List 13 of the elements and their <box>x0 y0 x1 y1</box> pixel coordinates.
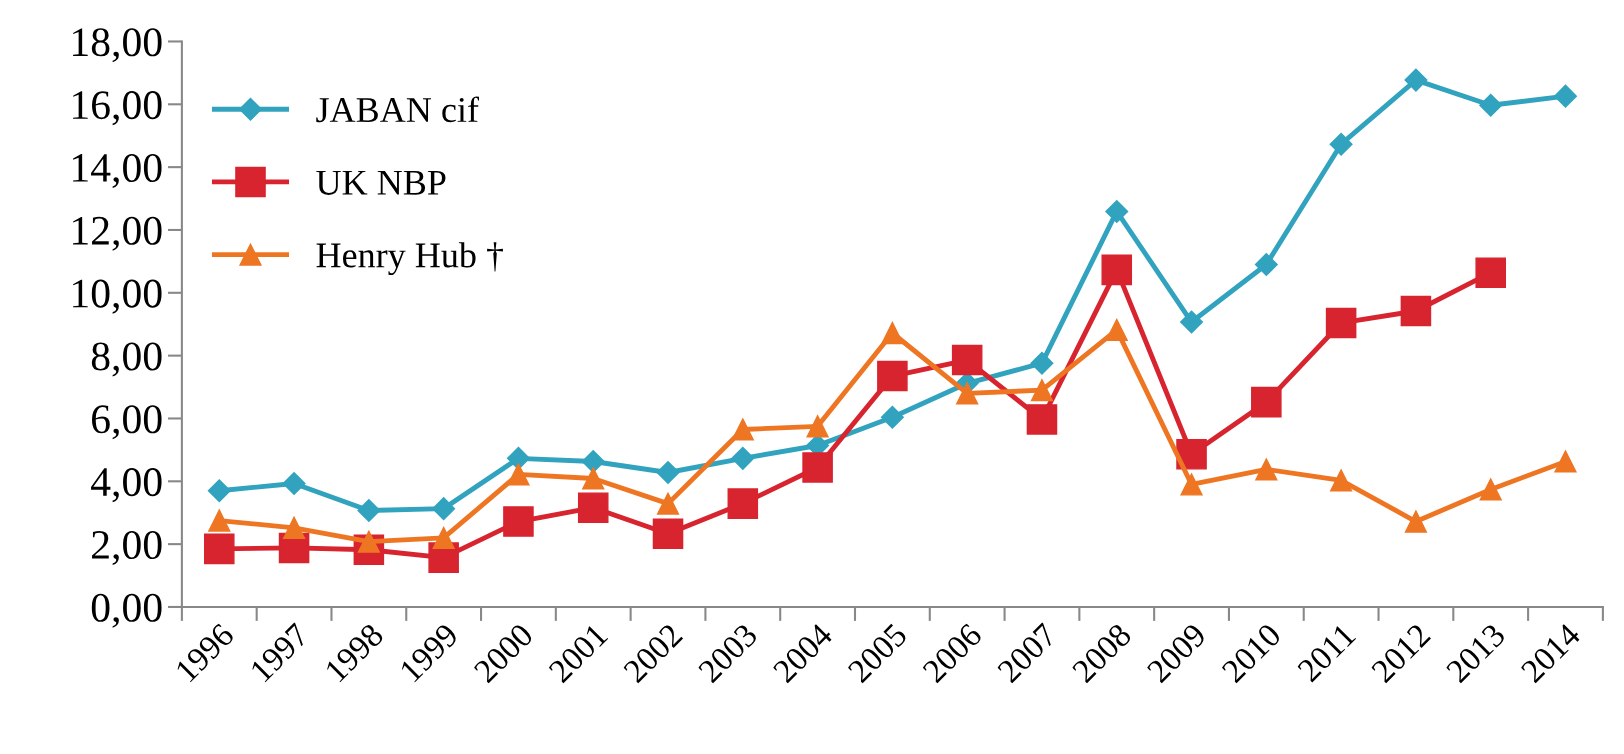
y-tick-label: 16,00 <box>73 91 162 126</box>
y-tick-label: 6,00 <box>92 405 162 440</box>
legend-label: Henry Hub † <box>316 242 503 276</box>
y-tick-label: 14,00 <box>73 153 162 188</box>
y-tick-label: 18,00 <box>73 28 162 63</box>
legend-label: JABAN cif <box>316 96 479 123</box>
y-tick-label: 10,00 <box>73 279 162 314</box>
y-tick-label: 8,00 <box>91 342 162 377</box>
legend-label: UK NBP <box>316 170 446 195</box>
y-tick-label: 2,00 <box>92 530 162 565</box>
y-tick-label: 4,00 <box>91 468 162 503</box>
y-tick-label: 0,00 <box>91 593 162 628</box>
y-tick-label: 12,00 <box>73 216 162 251</box>
